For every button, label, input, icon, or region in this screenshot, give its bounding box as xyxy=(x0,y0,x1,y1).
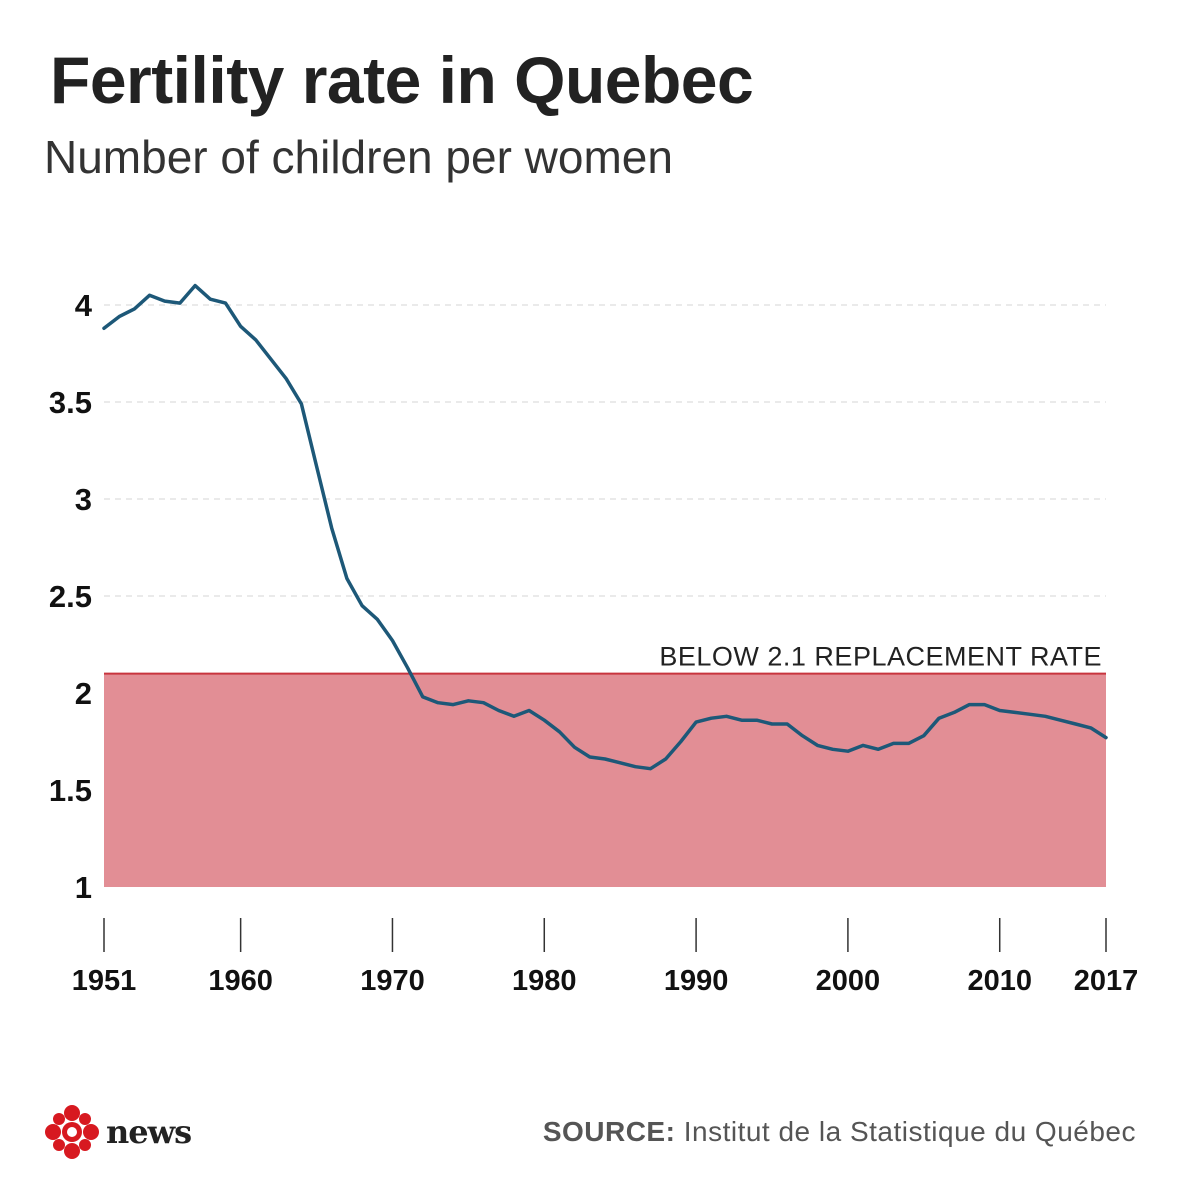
data-point xyxy=(619,761,622,764)
data-point xyxy=(649,767,652,770)
data-point xyxy=(178,302,181,305)
data-point xyxy=(254,338,257,341)
data-point xyxy=(1074,723,1077,726)
data-point xyxy=(922,734,925,737)
x-tick-label: 1970 xyxy=(360,965,425,997)
data-point xyxy=(1029,713,1032,716)
data-point xyxy=(1013,711,1016,714)
data-point xyxy=(968,703,971,706)
x-tick-label: 2017 xyxy=(1074,965,1139,997)
data-point xyxy=(953,711,956,714)
data-point xyxy=(285,377,288,380)
data-point xyxy=(907,742,910,745)
data-point xyxy=(133,307,136,310)
data-point xyxy=(406,666,409,669)
data-point xyxy=(634,765,637,768)
data-point xyxy=(664,758,667,761)
data-point xyxy=(588,756,591,759)
x-tick-label: 2000 xyxy=(816,965,881,997)
x-tick-label: 1980 xyxy=(512,965,577,997)
data-point xyxy=(998,709,1001,712)
data-point xyxy=(892,742,895,745)
data-point xyxy=(497,709,500,712)
data-point xyxy=(452,703,455,706)
below-replacement-band xyxy=(104,673,1106,887)
logo-text: news xyxy=(106,1113,192,1151)
data-point xyxy=(771,723,774,726)
source-label: SOURCE: xyxy=(542,1116,676,1147)
data-point xyxy=(528,709,531,712)
source-text: Institut de la Statistique du Québec xyxy=(683,1116,1136,1147)
data-point xyxy=(437,701,440,704)
y-tick-label: 1 xyxy=(75,870,92,905)
fertility-line-chart: BELOW 2.1 REPLACEMENT RATE 4 3.5 3 2.5 2 1.5 1 1… xyxy=(49,283,1139,997)
data-point xyxy=(315,465,318,468)
data-point xyxy=(224,302,227,305)
cbc-news-logo: news xyxy=(44,1104,192,1160)
data-point xyxy=(755,719,758,722)
data-point xyxy=(983,703,986,706)
y-tick-label: 2.5 xyxy=(49,579,92,614)
source-credit: SOURCE: Institut de la Statistique du Qu… xyxy=(543,1116,1136,1148)
data-point xyxy=(1059,719,1062,722)
data-point xyxy=(421,695,424,698)
y-tick-label: 4 xyxy=(75,288,93,323)
data-point xyxy=(816,744,819,747)
data-point xyxy=(103,327,106,330)
data-point xyxy=(391,639,394,642)
data-point xyxy=(558,730,561,733)
y-tick-label: 3 xyxy=(75,482,92,517)
y-tick-label: 3.5 xyxy=(49,385,92,420)
data-point xyxy=(361,604,364,607)
data-point xyxy=(801,734,804,737)
x-tick-label: 1990 xyxy=(664,965,729,997)
data-point xyxy=(846,750,849,753)
x-tick-label: 1951 xyxy=(72,965,137,997)
data-point xyxy=(330,527,333,530)
chart-subtitle: Number of children per women xyxy=(44,131,673,183)
cbc-gem-icon xyxy=(45,1105,99,1159)
data-point xyxy=(482,701,485,704)
y-tick-label: 2 xyxy=(75,676,92,711)
data-point xyxy=(194,284,197,287)
fertility-rate-line xyxy=(102,283,1108,771)
data-point xyxy=(877,748,880,751)
data-point xyxy=(725,715,728,718)
x-tick-label: 2010 xyxy=(967,965,1032,997)
data-point xyxy=(679,740,682,743)
data-point xyxy=(239,325,242,328)
data-point xyxy=(163,300,166,303)
data-point xyxy=(300,402,303,405)
data-point xyxy=(862,744,865,747)
data-point xyxy=(831,748,834,751)
data-point xyxy=(467,699,470,702)
data-point xyxy=(118,315,121,318)
data-point xyxy=(740,719,743,722)
data-point xyxy=(543,719,546,722)
data-point xyxy=(209,298,212,301)
data-point xyxy=(512,715,515,718)
data-point xyxy=(604,758,607,761)
data-point xyxy=(148,294,151,297)
data-point xyxy=(786,723,789,726)
data-point xyxy=(710,717,713,720)
data-point xyxy=(938,717,941,720)
y-tick-label: 1.5 xyxy=(49,773,92,808)
data-point xyxy=(1044,715,1047,718)
data-point xyxy=(695,721,698,724)
data-point xyxy=(1105,736,1108,739)
data-point xyxy=(270,358,273,361)
data-point xyxy=(345,577,348,580)
data-point xyxy=(573,746,576,749)
chart-title: Fertility rate in Quebec xyxy=(50,43,754,117)
data-point xyxy=(376,618,379,621)
data-point xyxy=(1089,726,1092,729)
replacement-rate-label: BELOW 2.1 REPLACEMENT RATE xyxy=(659,642,1102,672)
x-tick-label: 1960 xyxy=(208,965,273,997)
